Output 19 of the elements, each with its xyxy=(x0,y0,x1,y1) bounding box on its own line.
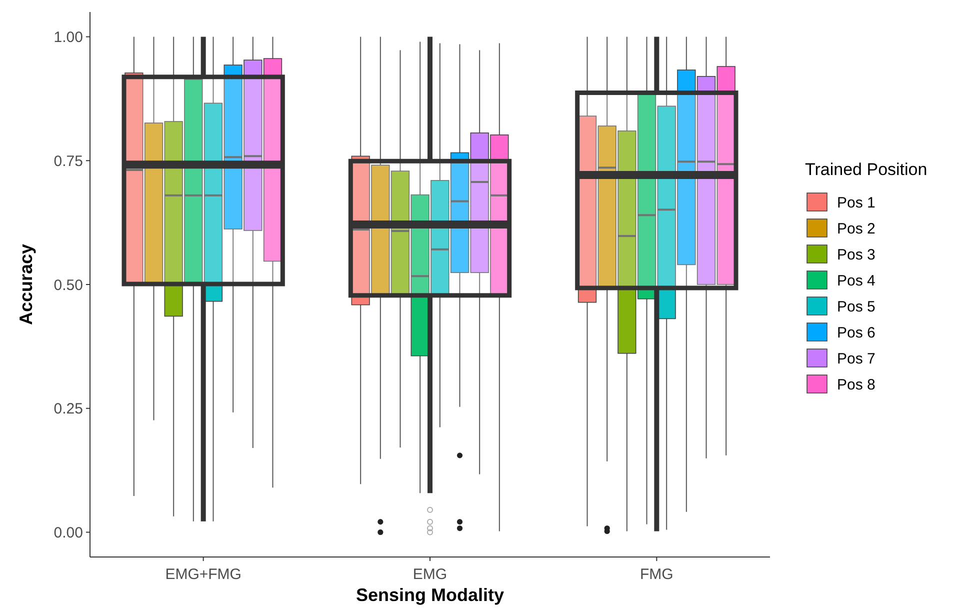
x-tick-label: FMG xyxy=(640,566,674,583)
legend-label: Pos 1 xyxy=(837,194,876,212)
legend-label: Pos 5 xyxy=(837,298,876,316)
x-tick-label: EMG xyxy=(412,566,448,583)
y-tick-label: 0.50 xyxy=(54,276,83,294)
legend-label: Pos 2 xyxy=(837,220,876,238)
legend-label: Pos 3 xyxy=(837,246,876,264)
y-axis-title: Accuracy xyxy=(16,244,36,326)
x-axis-title: Sensing Modality xyxy=(356,585,504,605)
y-tick-label: 1.00 xyxy=(54,29,83,46)
y-tick-label: 0.25 xyxy=(54,400,83,418)
x-tick-label: EMG+FMG xyxy=(165,566,242,583)
legend-label: Pos 8 xyxy=(837,376,876,394)
legend-label: Pos 7 xyxy=(837,350,876,368)
legend-title: Trained Position xyxy=(805,160,928,179)
y-tick-label: 0.75 xyxy=(54,152,83,170)
legend-label: Pos 6 xyxy=(837,324,876,342)
legend-label: Pos 4 xyxy=(837,272,876,290)
y-tick-label: 0.00 xyxy=(54,524,83,542)
